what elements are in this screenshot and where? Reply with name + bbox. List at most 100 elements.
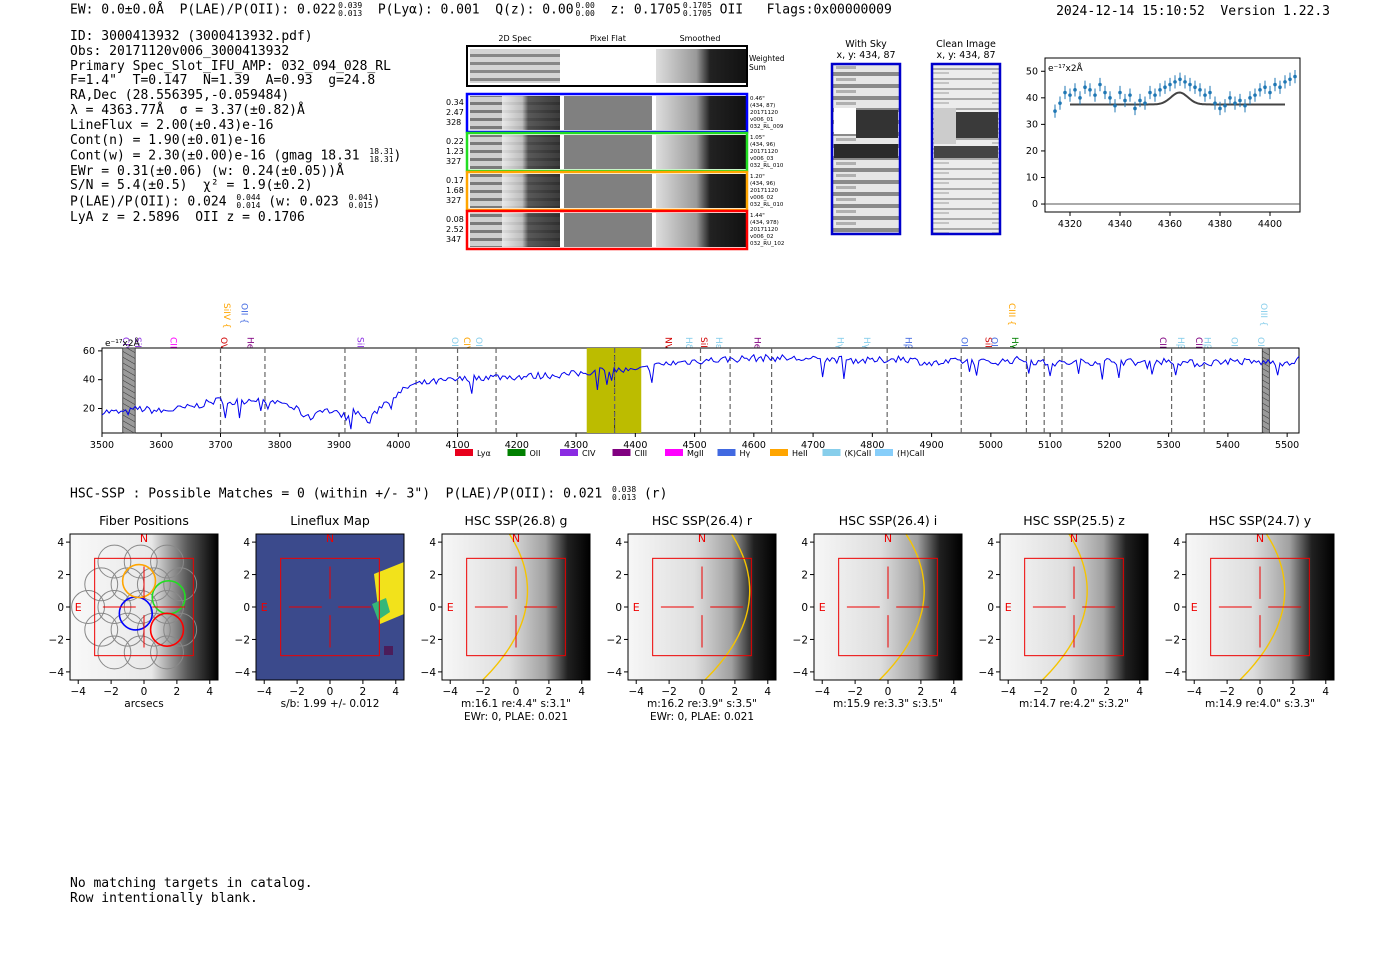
- legend-label: MgII: [687, 449, 704, 458]
- x-tick-label: 0: [885, 686, 892, 698]
- data-point: [1093, 93, 1097, 97]
- x-tick-label: −2: [661, 686, 676, 698]
- fiber-circle: [163, 567, 198, 602]
- catalog-footer: No matching targets in catalog. Row inten…: [70, 876, 313, 906]
- x-tick-label: 4320: [1058, 219, 1082, 230]
- data-point: [1063, 90, 1067, 95]
- emission-line-label: OII {: [1228, 337, 1238, 358]
- panel-caption: m:14.7 re:4.2" s:3.2": [1019, 698, 1129, 710]
- imaging-panel: HSC SSP(26.4) i N E −4 −4 −2 −2 0 0 2 2 4 4 m:15.9 re…: [793, 513, 963, 710]
- fiber-circle: [97, 635, 132, 670]
- data-point: [1088, 88, 1092, 92]
- emission-line-label: OIII {: [1258, 303, 1268, 327]
- col-smoothed: Smoothed: [680, 34, 721, 43]
- data-point: [1198, 88, 1202, 92]
- row-meta-4: v006_02: [750, 234, 774, 240]
- info-fit: F=1.4" T=0.147 N=1.39 A=0.93 g=24.8: [70, 73, 376, 89]
- y-tick-label: −2: [793, 634, 808, 646]
- y-tick-label: 4: [987, 537, 994, 549]
- row-meta-1: 1.20": [750, 174, 765, 180]
- weighted-label: Weighted: [749, 54, 785, 63]
- cutout-row-border: [465, 209, 749, 251]
- panel-caption: m:16.1 re:4.4" s:3.1": [461, 698, 571, 710]
- legend-label: Lyα: [477, 449, 491, 458]
- panel-title: HSC SSP(25.5) z: [1023, 513, 1125, 528]
- row-meta-2: (434, 87): [750, 103, 775, 109]
- panel-title: HSC SSP(26.4) r: [652, 513, 753, 528]
- x-tick-label: 3600: [149, 440, 173, 451]
- x-tick-label: 5200: [1097, 440, 1121, 451]
- full-spectrum-chart: CIV {SiIII {CII {OVI {SiIV {HeII {OII {S…: [83, 303, 1300, 458]
- x-tick-label: 4400: [1258, 219, 1282, 230]
- y-tick-label: 20: [83, 404, 95, 415]
- clean-coords: x, y: 434, 87: [936, 50, 995, 61]
- clean-image: [930, 62, 1002, 236]
- legend-swatch: [875, 449, 893, 456]
- emission-line-label: Hγ {: [834, 337, 844, 358]
- withsky-coords: x, y: 434, 87: [836, 50, 895, 61]
- data-point: [1113, 103, 1117, 108]
- data-point: [1118, 90, 1122, 95]
- fiber-highlight: [121, 563, 157, 599]
- east-label: E: [447, 601, 454, 614]
- data-point: [1133, 106, 1137, 111]
- lineflux-blob-dark: [384, 646, 393, 655]
- emission-line-label: CII {: [168, 337, 178, 357]
- x-tick-label: 0: [141, 686, 148, 698]
- x-tick-label: 3800: [268, 440, 292, 451]
- x-tick-label: 3700: [208, 440, 232, 451]
- x-tick-label: 4900: [920, 440, 944, 451]
- row-meta-5: 032_RU_102: [750, 241, 784, 247]
- y-tick-label: 4: [57, 537, 64, 549]
- x-tick-label: 4340: [1108, 219, 1132, 230]
- data-point: [1218, 106, 1222, 111]
- data-point: [1263, 85, 1267, 90]
- data-point: [1208, 90, 1212, 95]
- x-tick-label: 4: [392, 686, 399, 698]
- y-tick-label: 4: [801, 537, 808, 549]
- spectrum-trace: [101, 353, 1300, 430]
- legend-label: (K)CaII: [845, 449, 872, 458]
- imaging-panel: HSC SSP(26.8) g N E −4 −4 −2 −2 0 0 2 2 4 4 m:16.1 re…: [421, 513, 591, 723]
- x-tick-label: −4: [1186, 686, 1202, 698]
- y-tick-label: 0: [57, 602, 64, 614]
- x-tick-label: −2: [847, 686, 862, 698]
- row-meta-5: 032_RL_010: [750, 202, 784, 208]
- y-tick-label: 0: [1173, 602, 1180, 614]
- cutout-smoothed: [656, 96, 746, 130]
- z-bounds: 0.1705 0.1705: [682, 1, 712, 18]
- summary-header: EW: 0.0±0.0Å P(LAE)/P(OII): 0.022 0.039 0.…: [70, 2, 892, 18]
- aperture-box: [94, 557, 194, 657]
- panel-caption: m:15.9 re:3.3" s:3.5": [833, 698, 943, 710]
- data-point: [1143, 101, 1147, 105]
- row-meta-1: 1.05": [750, 135, 765, 141]
- y-tick-label: −4: [607, 667, 623, 679]
- row-value-1: 0.17: [446, 176, 464, 185]
- y-tick-label: −4: [1165, 667, 1181, 679]
- row-value-2: 2.47: [446, 108, 464, 117]
- y-tick-label: 2: [57, 570, 64, 582]
- imaging-panel: HSC SSP(26.4) r N E −4 −4 −2 −2 0 0 2 2 4 4 m:16.2 re…: [607, 513, 777, 723]
- row-value-2: 1.23: [446, 147, 464, 156]
- data-point: [1253, 93, 1257, 97]
- lineflux-blob-mid: [372, 598, 390, 620]
- x-tick-label: 2: [1104, 686, 1111, 698]
- fiber-circle: [97, 544, 132, 579]
- x-tick-label: 4: [1322, 686, 1329, 698]
- row-meta-3: 20171120: [750, 110, 778, 116]
- data-point: [1238, 98, 1242, 103]
- row-meta-2: (434, 96): [750, 181, 775, 187]
- data-point: [1108, 96, 1112, 100]
- x-tick-label: 4200: [505, 440, 529, 451]
- x-tick-label: 2: [546, 686, 553, 698]
- legend-label: HeII: [792, 449, 808, 458]
- sky-clean-panels: With Sky x, y: 434, 87 Clean Image x, y:…: [830, 39, 1002, 236]
- plya-qz-text: P(Lyα): 0.001 Q(z): 0.00: [377, 2, 574, 18]
- panel-title: Fiber Positions: [99, 513, 189, 528]
- masked-region: [122, 347, 136, 434]
- panel-caption: s/b: 1.99 +/- 0.012: [281, 698, 380, 710]
- x-tick-label: 4600: [742, 440, 766, 451]
- row-meta-2: (434, 96): [750, 142, 775, 148]
- withsky-title: With Sky: [845, 39, 887, 50]
- emission-line-label: CIII {: [1006, 303, 1016, 326]
